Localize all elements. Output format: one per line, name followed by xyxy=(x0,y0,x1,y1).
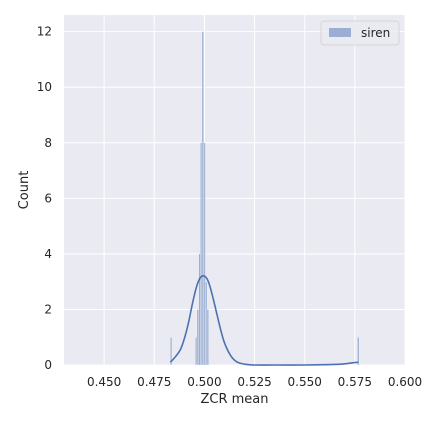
y-tick-label: 8 xyxy=(44,136,52,150)
x-axis-label: ZCR mean xyxy=(200,392,268,407)
histogram-bar xyxy=(201,31,204,366)
x-tick-label: 0.450 xyxy=(87,375,121,389)
histogram-bar xyxy=(195,337,198,366)
kde-line xyxy=(169,274,359,366)
y-tick-label: 4 xyxy=(44,247,52,261)
x-tick-label: 0.600 xyxy=(388,375,422,389)
y-tick-label: 10 xyxy=(37,80,52,94)
legend-box xyxy=(320,20,400,46)
histogram-bar xyxy=(198,253,201,366)
x-tick-label: 0.525 xyxy=(237,375,271,389)
histogram-bar xyxy=(206,309,209,366)
histogram-bar xyxy=(203,142,206,366)
histogram-bar xyxy=(170,337,173,366)
y-tick-label: 6 xyxy=(44,191,52,205)
y-tick-label: 2 xyxy=(44,302,52,316)
histogram-bars xyxy=(170,31,360,366)
x-axis-ticks: 0.450 0.475 0.500 0.525 0.550 0.575 0.600 xyxy=(87,375,422,389)
histogram-bar xyxy=(205,281,208,366)
kde-curve xyxy=(169,274,359,366)
x-tick-label: 0.475 xyxy=(137,375,171,389)
legend: siren xyxy=(320,20,400,46)
x-tick-label: 0.500 xyxy=(187,375,221,389)
y-axis-label: Count xyxy=(17,171,32,210)
histogram-bar xyxy=(196,309,199,366)
legend-swatch xyxy=(329,28,351,37)
x-tick-label: 0.575 xyxy=(338,375,372,389)
legend-label-siren: siren xyxy=(361,26,390,40)
x-tick-label: 0.550 xyxy=(288,375,322,389)
y-tick-label: 0 xyxy=(44,358,52,372)
histogram-bar xyxy=(357,337,360,366)
histogram-bar xyxy=(200,142,203,366)
plot-background xyxy=(64,15,405,365)
y-tick-label: 12 xyxy=(37,25,52,39)
y-axis-ticks: 0 2 4 6 8 10 12 xyxy=(37,25,52,372)
